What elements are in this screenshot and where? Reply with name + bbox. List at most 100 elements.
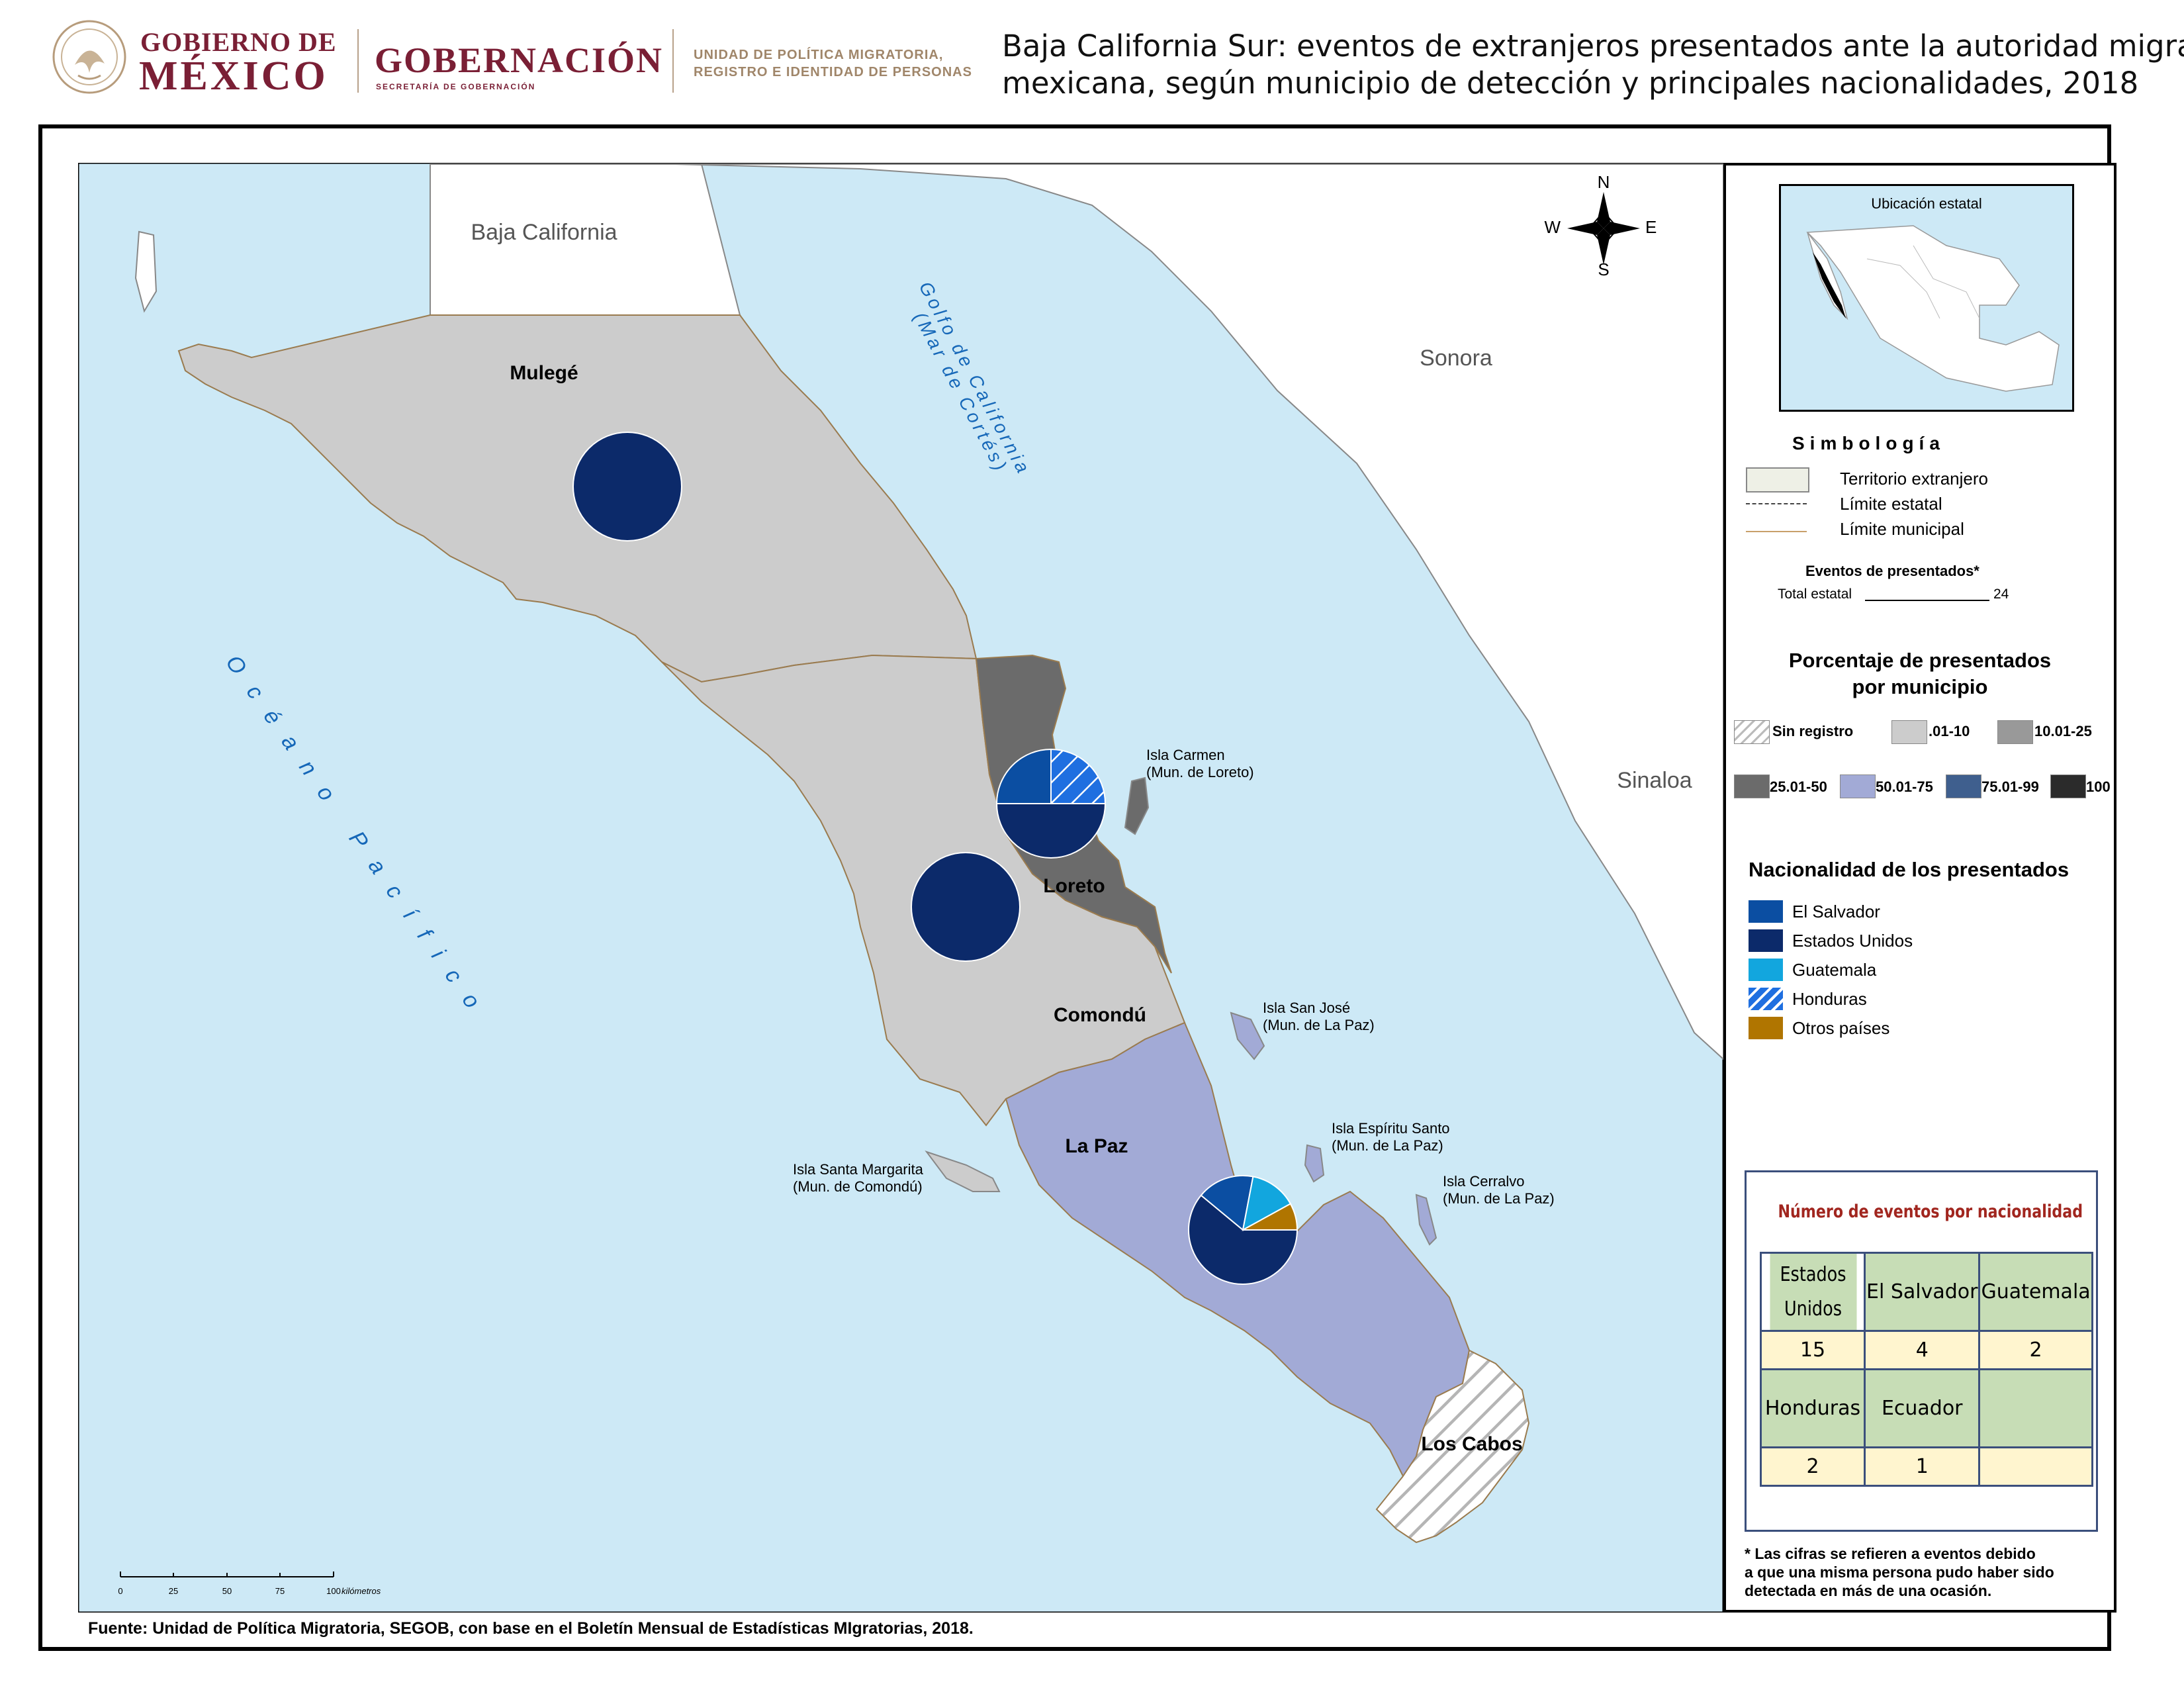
label-los-cabos: Los Cabos bbox=[1421, 1433, 1522, 1455]
unidad-line-2: REGISTRO E IDENTIDAD DE PERSONAS bbox=[694, 65, 972, 79]
inset-mexico-map bbox=[1806, 225, 2060, 392]
title-line-2: mexicana, según municipio de detección y… bbox=[1002, 66, 2139, 101]
pie-loreto-carmen bbox=[995, 748, 1107, 859]
label-isla-san-jose-1: Isla San José bbox=[1263, 1000, 1350, 1016]
nacionalidad-title: Nacionalidad de los presentados bbox=[1749, 858, 2070, 881]
simbologia-title: Simbología bbox=[1792, 433, 1945, 453]
mainland-territory bbox=[674, 164, 1723, 1060]
isla-santa-margarita bbox=[925, 1150, 1001, 1192]
pie-slice-guatemala bbox=[1242, 1176, 1292, 1231]
label-otros-paises: Otros países bbox=[1792, 1018, 1890, 1038]
label-sonora: Sonora bbox=[1420, 346, 1492, 371]
municipality-los-cabos bbox=[1375, 1349, 1530, 1544]
pie-slice-otros-países bbox=[1242, 1203, 1298, 1231]
label-isla-margarita-1: Isla Santa Margarita bbox=[793, 1161, 924, 1178]
swatch-50-75 bbox=[1840, 774, 1876, 798]
swatch-25-50 bbox=[1734, 774, 1770, 798]
label-mulege: Mulegé bbox=[510, 362, 578, 384]
label-isla-cerralvo-1: Isla Cerralvo bbox=[1443, 1173, 1524, 1190]
header-divider bbox=[672, 29, 674, 93]
isla-carmen bbox=[1124, 776, 1150, 835]
gobernacion-logo-text: GOBERNACIÓN bbox=[375, 40, 664, 80]
table-header-cell: Honduras bbox=[1760, 1368, 1866, 1448]
label-guatemala: Guatemala bbox=[1792, 960, 1877, 980]
table-value-cell: 1 bbox=[1863, 1446, 1981, 1487]
scale-unit: kilómetros bbox=[341, 1586, 381, 1596]
isla-san-jose bbox=[1230, 1011, 1265, 1060]
mexico-text: MÉXICO bbox=[139, 54, 328, 99]
table-value-cell: 15 bbox=[1760, 1330, 1866, 1370]
swatch-estados-unidos bbox=[1749, 929, 1783, 952]
swatch-territorio bbox=[1746, 467, 1809, 492]
page-title: Baja California Sur: eventos de extranje… bbox=[1002, 28, 2184, 102]
unidad-text: UNIDAD DE POLÍTICA MIGRATORIA, REGISTRO … bbox=[694, 46, 972, 81]
table-value-cell: 2 bbox=[1760, 1446, 1866, 1487]
compass-n: N bbox=[1598, 172, 1610, 192]
table-value-cell: 2 bbox=[1978, 1330, 2093, 1370]
label-01-10: .01-10 bbox=[1929, 723, 1970, 739]
inset-map: Ubicación estatal bbox=[1779, 184, 2074, 412]
nationality-table-box: Número de eventos por nacionalidad Estad… bbox=[1745, 1170, 2098, 1532]
inset-title: Ubicación estatal bbox=[1871, 195, 1982, 212]
compass-s: S bbox=[1598, 259, 1609, 279]
swatch-guatemala bbox=[1749, 959, 1783, 981]
total-label: Total estatal bbox=[1778, 586, 1852, 602]
table-value-cell bbox=[1978, 1446, 2093, 1487]
pie-slice-estados-unidos bbox=[1188, 1194, 1298, 1285]
source-note: Fuente: Unidad de Política Migratoria, S… bbox=[88, 1619, 974, 1638]
pie-mulege bbox=[572, 432, 682, 541]
label-isla-espiritu-2: (Mun. de La Paz) bbox=[1332, 1137, 1443, 1154]
pie-comondu bbox=[911, 852, 1021, 962]
label-isla-carmen-2: (Mun. de Loreto) bbox=[1146, 764, 1254, 780]
scale-tick-50: 50 bbox=[222, 1586, 232, 1596]
legend-panel: Ubicación estatal Simbología Territorio … bbox=[1723, 163, 2116, 1613]
label-comondu: Comondú bbox=[1054, 1004, 1146, 1026]
pie-slice-estados-unidos bbox=[995, 803, 1107, 859]
eventos-title: Eventos de presentados* bbox=[1805, 563, 1979, 579]
footnote-2: a que una misma persona pudo haber sido bbox=[1745, 1564, 2054, 1581]
label-75-99: 75.01-99 bbox=[1981, 778, 2039, 795]
label-isla-margarita-2: (Mun. de Comondú) bbox=[793, 1178, 923, 1195]
total-value: 24 bbox=[1993, 586, 2009, 602]
nationality-table: Estados Unidos El Salvador Guatemala 15 … bbox=[1760, 1252, 2093, 1487]
table-header-cell bbox=[1978, 1368, 2093, 1448]
swatch-75-99 bbox=[1946, 774, 1981, 798]
secretaria-text: SECRETARÍA DE GOBERNACIÓN bbox=[376, 82, 536, 91]
label-honduras: Honduras bbox=[1792, 989, 1867, 1009]
unidad-line-1: UNIDAD DE POLÍTICA MIGRATORIA, bbox=[694, 48, 944, 62]
pie-la-paz bbox=[1188, 1175, 1298, 1285]
compass-e: E bbox=[1645, 217, 1657, 237]
porcentaje-title-1: Porcentaje de presentados bbox=[1788, 649, 2052, 672]
pie-slice-estados-unidos bbox=[911, 852, 1021, 962]
footnote-3: detectada en más de una ocasión. bbox=[1745, 1582, 1992, 1599]
footnote-1: * Las cifras se refieren a eventos debid… bbox=[1745, 1545, 2036, 1562]
isla-espiritu-santo bbox=[1304, 1144, 1325, 1183]
label-sinaloa: Sinaloa bbox=[1617, 768, 1692, 793]
pie-slice-el-salvador bbox=[1200, 1175, 1254, 1231]
coat-of-arms-logo bbox=[52, 20, 126, 94]
scale-bar bbox=[120, 1571, 334, 1577]
table-header-cell: Guatemala bbox=[1978, 1252, 2093, 1332]
swatch-otros-paises bbox=[1749, 1017, 1783, 1039]
pie-slice-honduras bbox=[1050, 748, 1107, 804]
label-isla-espiritu-1: Isla Espíritu Santo bbox=[1332, 1120, 1450, 1137]
swatch-el-salvador bbox=[1749, 900, 1783, 923]
legend-territorio-label: Territorio extranjero bbox=[1840, 469, 1988, 489]
scale-tick-0: 0 bbox=[118, 1586, 122, 1596]
swatch-100 bbox=[2050, 774, 2086, 798]
label-50-75: 50.01-75 bbox=[1876, 778, 1933, 795]
pie-slice-el-salvador bbox=[995, 748, 1052, 804]
table-value-cell: 4 bbox=[1863, 1330, 1981, 1370]
compass-w: W bbox=[1544, 217, 1561, 237]
porcentaje-title-2: por municipio bbox=[1852, 675, 1988, 698]
title-line-1: Baja California Sur: eventos de extranje… bbox=[1002, 28, 2184, 64]
label-10-25: 10.01-25 bbox=[2034, 723, 2092, 739]
table-header-cell: Estados Unidos bbox=[1767, 1252, 1858, 1332]
label-100: 100 bbox=[2086, 778, 2111, 795]
line-limite-estatal bbox=[1746, 503, 1807, 504]
label-baja-california: Baja California bbox=[471, 220, 617, 245]
scale-tick-100: 100 bbox=[326, 1586, 341, 1596]
total-leader bbox=[1865, 600, 1989, 601]
label-sin-registro: Sin registro bbox=[1772, 723, 1854, 739]
gobierno-de-text: GOBIERNO DE bbox=[140, 27, 337, 57]
